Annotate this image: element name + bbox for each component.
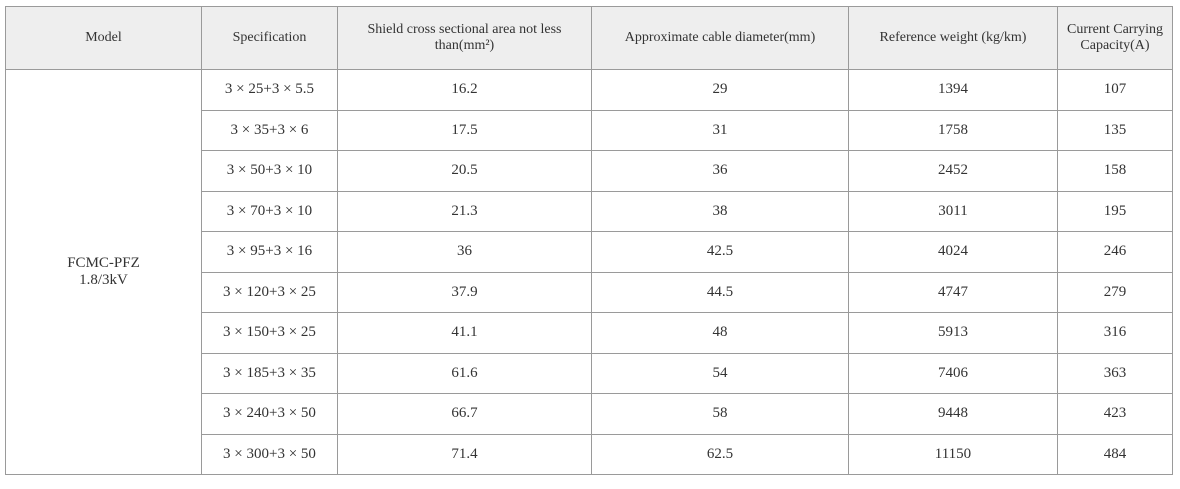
spec-cell: 3 × 35+3 × 6	[201, 109, 338, 151]
value-cell: 158	[1057, 150, 1173, 192]
value-cell: 423	[1057, 393, 1173, 435]
value-cell: 363	[1057, 352, 1173, 394]
value-cell: 17.5	[337, 109, 592, 151]
spec-cell: 3 × 70+3 × 10	[201, 190, 338, 232]
spec-table: Model Specification Shield cross sectional…	[5, 6, 1173, 475]
table-row: 3 × 120+3 × 25 37.9 44.5 4747 279	[6, 271, 1173, 313]
model-line: FCMC-PFZ	[67, 255, 140, 271]
table-body: FCMC-PFZ 1.8/3kV 3 × 25+3 × 5.5 16.2 29 1394 1…	[5, 69, 1173, 475]
header-cell: Current Carrying Capacity(A)	[1057, 6, 1173, 70]
value-cell: 7406	[848, 352, 1058, 394]
table-row: 3 × 50+3 × 10 20.5 36 2452 158	[6, 150, 1173, 192]
table-row: 3 × 300+3 × 50 71.4 62.5 11150 484	[6, 433, 1173, 475]
value-cell: 62.5	[591, 433, 849, 475]
value-cell: 4024	[848, 231, 1058, 273]
spec-cell: 3 × 95+3 × 16	[201, 231, 338, 273]
value-cell: 20.5	[337, 150, 592, 192]
value-cell: 279	[1057, 271, 1173, 313]
value-cell: 16.2	[337, 69, 592, 111]
value-cell: 3011	[848, 190, 1058, 232]
value-cell: 66.7	[337, 393, 592, 435]
header-row: Model Specification Shield cross sectional…	[5, 6, 1173, 70]
header-cell: Specification	[201, 6, 338, 70]
value-cell: 9448	[848, 393, 1058, 435]
value-cell: 246	[1057, 231, 1173, 273]
value-cell: 4747	[848, 271, 1058, 313]
spec-cell: 3 × 300+3 × 50	[201, 433, 338, 475]
header-cell: Shield cross sectional area not less tha…	[337, 6, 592, 70]
value-cell: 71.4	[337, 433, 592, 475]
table-row: 3 × 185+3 × 35 61.6 54 7406 363	[6, 352, 1173, 394]
spec-cell: 3 × 150+3 × 25	[201, 312, 338, 354]
value-cell: 58	[591, 393, 849, 435]
model-cell: FCMC-PFZ 1.8/3kV	[5, 69, 202, 475]
value-cell: 31	[591, 109, 849, 151]
table-row: 3 × 35+3 × 6 17.5 31 1758 135	[6, 109, 1173, 151]
value-cell: 38	[591, 190, 849, 232]
table-row: 3 × 70+3 × 10 21.3 38 3011 195	[6, 190, 1173, 232]
value-cell: 61.6	[337, 352, 592, 394]
value-cell: 29	[591, 69, 849, 111]
spec-cell: 3 × 50+3 × 10	[201, 150, 338, 192]
value-cell: 1394	[848, 69, 1058, 111]
table-row: FCMC-PFZ 1.8/3kV 3 × 25+3 × 5.5 16.2 29 1394 1…	[5, 69, 1173, 475]
value-cell: 36	[591, 150, 849, 192]
table-row: 3 × 150+3 × 25 41.1 48 5913 316	[6, 312, 1173, 354]
value-cell: 42.5	[591, 231, 849, 273]
spec-cell: 3 × 185+3 × 35	[201, 352, 338, 394]
value-cell: 195	[1057, 190, 1173, 232]
value-cell: 316	[1057, 312, 1173, 354]
value-cell: 54	[591, 352, 849, 394]
spec-cell: 3 × 25+3 × 5.5	[201, 69, 338, 111]
table-row: 3 × 95+3 × 16 36 42.5 4024 246	[6, 231, 1173, 273]
value-cell: 135	[1057, 109, 1173, 151]
value-cell: 2452	[848, 150, 1058, 192]
value-cell: 11150	[848, 433, 1058, 475]
spec-cell: 3 × 240+3 × 50	[201, 393, 338, 435]
value-cell: 1758	[848, 109, 1058, 151]
value-cell: 21.3	[337, 190, 592, 232]
value-cell: 44.5	[591, 271, 849, 313]
value-cell: 484	[1057, 433, 1173, 475]
value-cell: 48	[591, 312, 849, 354]
header-cell: Approximate cable diameter(mm)	[591, 6, 849, 70]
value-cell: 5913	[848, 312, 1058, 354]
value-cell: 37.9	[337, 271, 592, 313]
value-cell: 36	[337, 231, 592, 273]
value-cell: 107	[1057, 69, 1173, 111]
model-line: 1.8/3kV	[79, 272, 128, 288]
header-cell: Model	[5, 6, 202, 70]
table-head: Model Specification Shield cross sectional…	[5, 6, 1173, 70]
spec-cell: 3 × 120+3 × 25	[201, 271, 338, 313]
value-cell: 41.1	[337, 312, 592, 354]
header-cell: Reference weight (kg/km)	[848, 6, 1058, 70]
